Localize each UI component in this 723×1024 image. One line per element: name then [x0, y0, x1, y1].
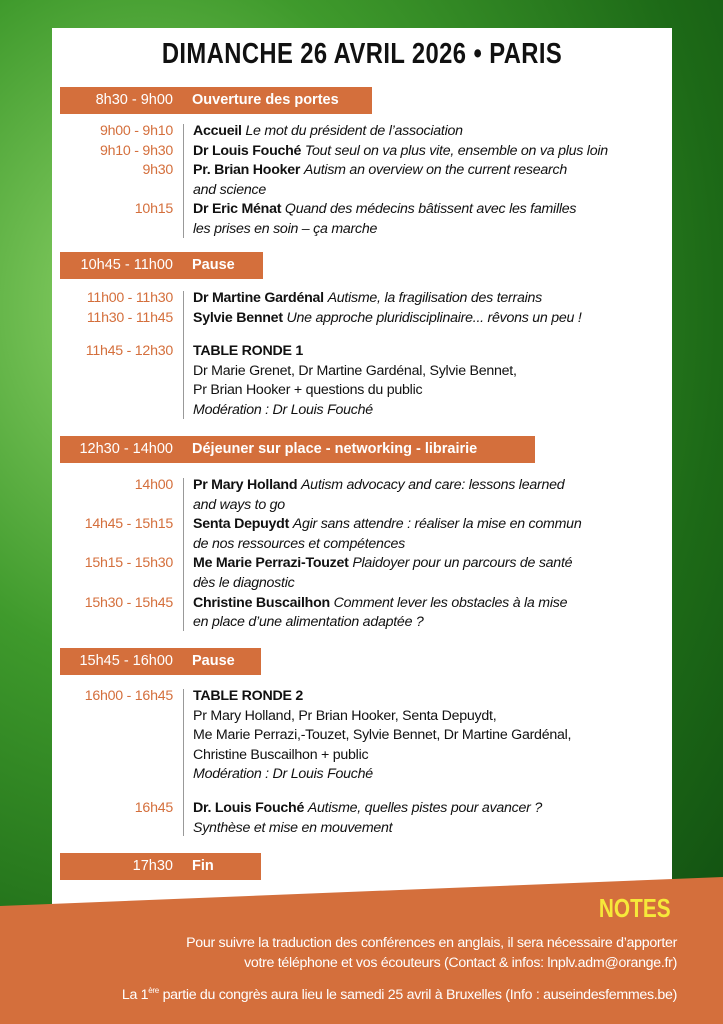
talk-title-cont: en place d’une alimentation adaptée ? [193, 614, 424, 631]
panelists: Me Marie Perrazi,-Touzet, Sylvie Bennet,… [193, 727, 572, 744]
schedule-row: 11h30 - 11h45 Sylvie Bennet Une approche … [60, 309, 660, 329]
session-time: 11h00 - 11h30 [86, 290, 173, 306]
talk-title: Autisme, quelles pistes pour avancer ? [307, 799, 542, 816]
session-group: 16h00 - 16h45 TABLE RONDE 2 Pr Mary Hollan… [60, 687, 660, 838]
session-time: 9h30 [142, 162, 173, 179]
speaker: Senta Depuydt [193, 516, 290, 533]
speaker: Sylvie Bennet [193, 309, 283, 326]
session-time: 10h15 [134, 201, 173, 218]
divider [183, 124, 184, 238]
bar-label: Pause [192, 257, 235, 273]
speaker: TABLE RONDE 1 [193, 343, 303, 360]
notes-translation: Pour suivre la traduction des conférence… [186, 933, 677, 973]
notes-title: NOTES [599, 893, 671, 923]
section-bar: 8h30 - 9h00 Ouverture des portes [60, 87, 372, 114]
talk-title-cont: and science [193, 181, 266, 198]
speaker: Me Marie Perrazi-Touzet [193, 555, 349, 572]
talk-title-cont: les prises en soin – ça marche [193, 220, 378, 237]
session-time: 16h00 - 16h45 [84, 688, 174, 704]
panelists: Pr Brian Hooker + questions du public [193, 382, 423, 399]
talk-title: Comment lever les obstacles à la mise [333, 594, 568, 611]
schedule-row: 16h00 - 16h45 TABLE RONDE 2 Pr Mary Hollan… [60, 687, 660, 785]
bar-time: 15h45 - 16h00 [79, 653, 173, 669]
talk-title-cont: de nos ressources et compétences [193, 535, 406, 552]
speaker: Pr Mary Holland [193, 477, 298, 493]
divider [183, 478, 184, 631]
session-time: 14h00 [134, 477, 173, 493]
speaker: TABLE RONDE 2 [193, 688, 303, 704]
speaker: Christine Buscailhon [193, 594, 330, 611]
moderation: Modération : Dr Louis Fouché [193, 401, 373, 418]
speaker: Dr Louis Fouché [193, 142, 302, 159]
schedule-row: 11h45 - 12h30 TABLE RONDE 1 Dr Marie Grene… [60, 342, 660, 420]
session-time: 9h00 - 9h10 [100, 123, 173, 139]
session-group: 9h00 - 9h10 Accueil Le mot du président d… [60, 122, 660, 240]
talk-title: Autism advocacy and care: lessons learne… [300, 477, 565, 493]
panelists: Pr Mary Holland, Pr Brian Hooker, Senta … [193, 707, 497, 724]
session-time: 11h45 - 12h30 [85, 343, 173, 360]
notes-line: votre téléphone et vos écouteurs (Contac… [244, 955, 677, 971]
session-time: 11h30 - 11h45 [86, 309, 173, 326]
session-time: 15h30 - 15h45 [84, 594, 174, 611]
talk-title: Tout seul on va plus vite, ensemble on v… [304, 142, 608, 159]
session-time: 16h45 [134, 799, 173, 816]
bar-time: 8h30 - 9h00 [95, 92, 173, 108]
talk-title-cont: Synthèse et mise en mouvement [193, 819, 393, 836]
schedule-row: 9h00 - 9h10 Accueil Le mot du président d… [60, 122, 660, 142]
bar-time: 12h30 - 14h00 [79, 441, 173, 457]
talk-title: Quand des médecins bâtissent avec les fa… [284, 201, 577, 218]
schedule-row: 11h00 - 11h30 Dr Martine Gardénal Autisme… [60, 289, 660, 309]
talk-title-cont: and ways to go [193, 496, 285, 513]
talk-title: Plaidoyer pour un parcours de santé [352, 555, 573, 572]
moderation: Modération : Dr Louis Fouché [193, 766, 373, 783]
section-bar: 15h45 - 16h00 Pause [60, 648, 261, 675]
notes-brussels: La 1ère partie du congrès aura lieu le s… [122, 981, 677, 1005]
bar-time: 17h30 [132, 858, 173, 874]
speaker: Pr. Brian Hooker [193, 162, 301, 179]
section-bar: 10h45 - 11h00 Pause [60, 252, 263, 279]
session-time: 15h15 - 15h30 [84, 555, 174, 572]
speaker: Accueil [193, 123, 242, 139]
notes-text: partie du congrès aura lieu le samedi 25… [158, 986, 678, 1003]
bar-label: Pause [192, 653, 235, 669]
panelists: Dr Marie Grenet, Dr Martine Gardénal, Sy… [193, 362, 517, 379]
talk-title: Une approche pluridisciplinaire... rêvon… [286, 309, 582, 326]
speaker: Dr. Louis Fouché [193, 799, 305, 816]
divider [183, 689, 184, 836]
session-time: 9h10 - 9h30 [100, 142, 173, 159]
program-card [52, 28, 672, 908]
bar-label: Ouverture des portes [192, 92, 339, 108]
schedule-row: 16h45 Dr. Louis Fouché Autisme, quelles p… [60, 799, 660, 838]
schedule-row: 9h30 Pr. Brian Hooker Autism an overview … [60, 161, 660, 200]
schedule-row: 14h45 - 15h15 Senta Depuydt Agir sans att… [60, 515, 660, 554]
schedule-row: 9h10 - 9h30 Dr Louis Fouché Tout seul on … [60, 142, 660, 162]
session-group: 14h00 Pr Mary Holland Autism advocacy and… [60, 476, 660, 633]
talk-title-cont: dès le diagnostic [193, 574, 295, 591]
page-title: DIMANCHE 26 AVRIL 2026 • PARIS [161, 38, 563, 70]
talk-title: Agir sans attendre : réaliser la mise en… [292, 516, 582, 533]
talk-title: Autisme, la fragilisation des terrains [327, 290, 543, 306]
bar-time: 10h45 - 11h00 [80, 257, 173, 273]
divider [183, 291, 184, 419]
schedule-row: 15h15 - 15h30 Me Marie Perrazi-Touzet Pla… [60, 554, 660, 593]
notes-line: Pour suivre la traduction des conférence… [186, 935, 677, 951]
bar-label: Fin [192, 858, 214, 874]
panelists: Christine Buscailhon + public [193, 746, 369, 763]
schedule-row: 14h00 Pr Mary Holland Autism advocacy and… [60, 476, 660, 515]
speaker: Dr Eric Ménat [193, 201, 282, 218]
speaker: Dr Martine Gardénal [193, 290, 324, 306]
schedule-row: 10h15 Dr Eric Ménat Quand des médecins bâ… [60, 200, 660, 239]
section-bar: 12h30 - 14h00 Déjeuner sur place - networ… [60, 436, 535, 463]
talk-title: Autism an overview on the current resear… [303, 162, 568, 179]
notes-text: La 1 [121, 986, 149, 1003]
session-time: 14h45 - 15h15 [84, 516, 174, 533]
bar-label: Déjeuner sur place - networking - librai… [192, 441, 478, 457]
notes-sup: ère [148, 986, 159, 995]
talk-title: Le mot du président de l’association [245, 123, 463, 139]
schedule-row: 15h30 - 15h45 Christine Buscailhon Commen… [60, 594, 660, 633]
session-group: 11h00 - 11h30 Dr Martine Gardénal Autisme… [60, 289, 660, 421]
section-bar: 17h30 Fin [60, 853, 261, 880]
